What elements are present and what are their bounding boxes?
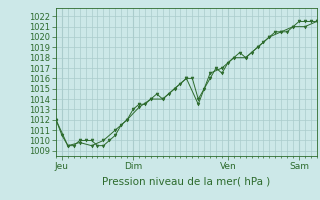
X-axis label: Pression niveau de la mer( hPa ): Pression niveau de la mer( hPa ) xyxy=(102,176,270,186)
